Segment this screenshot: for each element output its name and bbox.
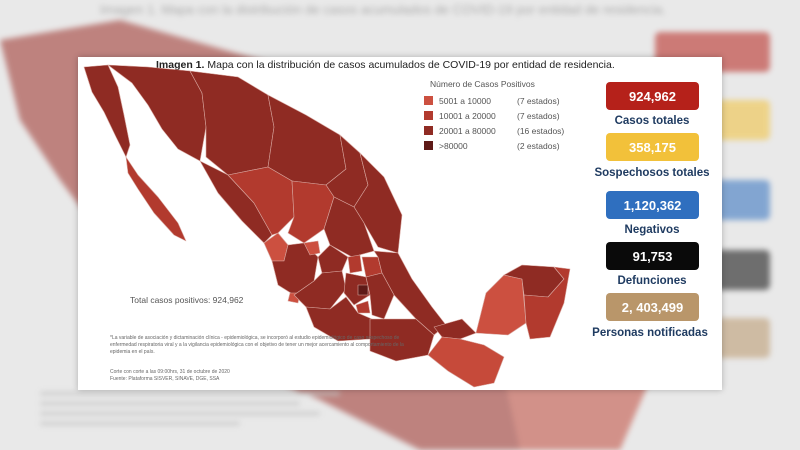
legend-count: (2 estados) [517, 140, 560, 151]
caption-bold: Imagen 1. [156, 59, 205, 71]
background-text-lines [40, 392, 360, 432]
total-cases-note: Total casos positivos: 924,962 [130, 295, 244, 305]
state-zacatecas [287, 180, 335, 244]
state-durango [227, 166, 295, 236]
legend-range: 10001 a 20000 [439, 110, 496, 121]
legend-item: 20001 a 80000 (16 estados) [424, 123, 564, 138]
caption-text: Mapa con la distribución de casos acumul… [207, 59, 615, 71]
legend-count: (7 estados) [517, 95, 560, 106]
stat-personas-notificadas-label: Personas notificadas [592, 327, 708, 339]
legend-item: 10001 a 20000 (7 estados) [424, 108, 564, 123]
state-quintana-roo [523, 266, 571, 340]
stat-personas-notificadas-box: 2, 403,499 [606, 293, 699, 321]
legend-range: 5001 a 10000 [439, 95, 491, 106]
state-chiapas [427, 336, 505, 388]
state-baja-california-sur [125, 156, 187, 242]
state-baja-california [83, 64, 131, 158]
legend-count: (7 estados) [517, 110, 560, 121]
map-legend: Número de Casos Positivos 5001 a 10000 (… [424, 79, 564, 153]
state-aguascalientes [303, 240, 321, 256]
legend-swatch [424, 96, 433, 105]
stat-casos-totales-box: 924,962 [606, 82, 699, 110]
source-date: Corte con corte a las 09:00hrs, 31 de oc… [110, 369, 230, 375]
infographic-card: Imagen 1. Mapa con la distribución de ca… [78, 57, 722, 390]
legend-range: 20001 a 80000 [439, 125, 496, 136]
source-note: Corte con corte a las 09:00hrs, 31 de oc… [110, 369, 230, 383]
stat-negativos-box: 1,120,362 [606, 191, 699, 219]
stat-casos-totales-label: Casos totales [614, 115, 690, 127]
footnote: *La variable de asociación y dictaminaci… [110, 335, 404, 355]
state-san-luis-potosi [323, 196, 375, 258]
state-guanajuato [317, 244, 349, 274]
state-coahuila [267, 94, 347, 186]
stat-sospechosos-label: Sospechosos totales [594, 167, 710, 179]
stat-sospechosos-box: 358,175 [606, 133, 699, 161]
state-tabasco [433, 318, 477, 340]
image-caption: Imagen 1. Mapa con la distribución de ca… [156, 59, 615, 71]
state-ciudad-de-mexico [357, 284, 369, 296]
stat-defunciones-label: Defunciones [617, 275, 687, 287]
state-tamaulipas [353, 152, 403, 254]
legend-item: 5001 a 10000 (7 estados) [424, 93, 564, 108]
state-queretaro [347, 254, 363, 274]
state-estado-de-mexico [343, 272, 371, 306]
legend-item: >80000 (2 estados) [424, 138, 564, 153]
legend-swatch [424, 111, 433, 120]
background-title: Imagen 1. Mapa con la distribución de ca… [100, 2, 666, 17]
state-morelos [355, 300, 371, 314]
legend-swatch [424, 141, 433, 150]
state-oaxaca [369, 318, 435, 362]
legend-swatch [424, 126, 433, 135]
mexico-map [83, 64, 571, 388]
state-campeche [475, 274, 527, 336]
source-reference: Fuente: Plataforma SISVER, SINAVE, DGE, … [110, 376, 220, 382]
legend-range: >80000 [439, 140, 468, 151]
legend-count: (16 estados) [517, 125, 565, 136]
legend-title: Número de Casos Positivos [430, 79, 535, 89]
stat-negativos-label: Negativos [624, 224, 680, 236]
stat-defunciones-box: 91,753 [606, 242, 699, 270]
